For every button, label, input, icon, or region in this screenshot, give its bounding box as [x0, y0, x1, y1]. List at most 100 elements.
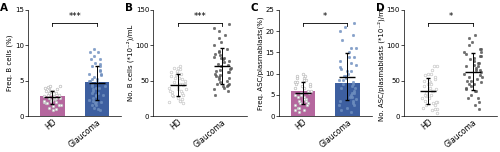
Point [44, 101, 52, 104]
Point [174, 67, 182, 69]
Point [225, 23, 233, 25]
Point [97, 101, 105, 103]
Point [336, 66, 344, 68]
Point [348, 34, 356, 36]
Point [352, 64, 360, 66]
Point [40, 95, 48, 97]
Point [41, 86, 49, 89]
Point [420, 79, 428, 82]
Point [44, 92, 52, 95]
Point [345, 55, 353, 58]
Point [92, 104, 100, 107]
Point [178, 92, 186, 95]
Point [429, 90, 437, 93]
Point [460, 72, 468, 75]
Point [348, 96, 356, 98]
Point [471, 90, 479, 93]
Point [92, 94, 100, 96]
Point [462, 88, 470, 90]
Point [471, 104, 479, 107]
Point [51, 98, 59, 100]
Point [168, 94, 176, 96]
Point [302, 100, 310, 102]
Point [465, 83, 473, 85]
Point [177, 72, 185, 75]
Point [96, 63, 104, 66]
Point [86, 72, 94, 75]
Point [176, 99, 184, 102]
Point [210, 44, 218, 47]
Point [224, 90, 232, 93]
Point [342, 74, 350, 77]
Point [96, 58, 104, 61]
Point [350, 81, 358, 83]
Point [335, 104, 343, 107]
Point [97, 72, 105, 75]
Point [478, 76, 486, 78]
Point [212, 75, 220, 78]
Point [464, 97, 472, 100]
Point [306, 85, 314, 88]
Point [219, 85, 227, 88]
Point [291, 81, 299, 83]
Point [172, 71, 180, 73]
Point [220, 86, 228, 89]
Point [345, 51, 353, 54]
Point [349, 102, 357, 105]
Point [292, 87, 300, 90]
Point [178, 102, 186, 105]
Point [433, 101, 441, 103]
Point [428, 109, 436, 112]
Point [430, 65, 438, 68]
Point [346, 111, 354, 113]
Point [52, 108, 60, 110]
Point [166, 101, 173, 103]
Point [85, 79, 93, 82]
Point [424, 83, 432, 85]
Point [336, 30, 344, 32]
Y-axis label: Freq. ASC/plasmablasts(%): Freq. ASC/plasmablasts(%) [258, 16, 264, 110]
Point [475, 108, 483, 110]
Point [44, 97, 52, 100]
Point [44, 86, 52, 88]
Point [220, 33, 228, 36]
Point [296, 111, 304, 113]
Point [350, 89, 358, 92]
Point [293, 77, 301, 79]
Point [344, 70, 351, 73]
Point [342, 106, 350, 109]
Point [172, 69, 180, 72]
Point [421, 99, 429, 102]
Point [292, 104, 300, 107]
Point [224, 64, 232, 66]
Point [88, 104, 96, 107]
Point [340, 74, 348, 77]
Point [174, 85, 182, 88]
Point [166, 90, 174, 93]
Point [176, 83, 184, 85]
Point [220, 61, 228, 64]
Point [305, 92, 313, 94]
Point [352, 98, 360, 100]
Point [425, 79, 433, 82]
Point [176, 68, 184, 71]
Point [350, 21, 358, 24]
Point [224, 84, 232, 86]
Point [210, 55, 218, 58]
Y-axis label: No. B cells (*10⁻²)/mL: No. B cells (*10⁻²)/mL [127, 25, 134, 101]
Point [336, 60, 344, 62]
Point [92, 101, 100, 103]
Point [92, 78, 100, 80]
Point [350, 83, 358, 85]
Point [426, 86, 434, 89]
Point [338, 38, 346, 41]
Point [299, 72, 307, 75]
Point [222, 79, 230, 82]
Point [170, 67, 178, 69]
Point [89, 88, 97, 90]
Point [92, 95, 100, 97]
Point [90, 55, 98, 57]
Point [336, 100, 344, 102]
Point [42, 90, 50, 93]
Point [304, 102, 312, 105]
